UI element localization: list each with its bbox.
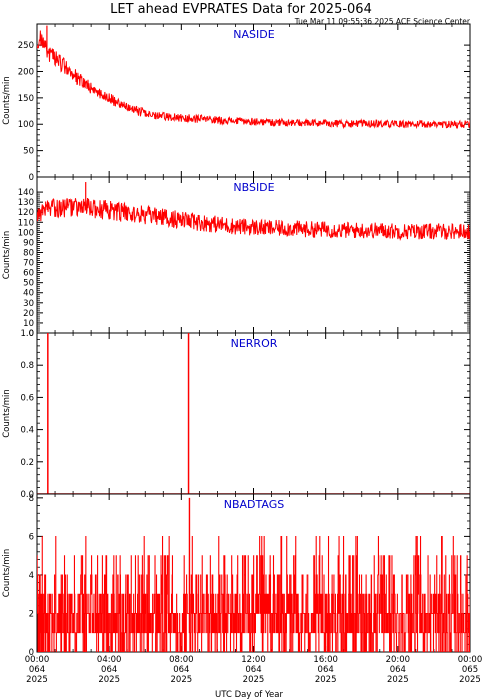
y-tick-label: 0.0 xyxy=(20,490,34,500)
y-axis-label: Counts/min xyxy=(2,549,12,598)
chart-title: LET ahead EVPRATES Data for 2025-064 xyxy=(110,2,372,17)
panel-label: NBADTAGS xyxy=(224,498,284,511)
y-tick-label: 8 xyxy=(29,494,34,504)
x-tick-label-line: 065 xyxy=(462,665,478,675)
y-tick-label: 50 xyxy=(23,147,34,157)
series-nerror xyxy=(37,333,470,494)
x-tick-label-line: 2025 xyxy=(315,675,337,685)
x-tick-label-line: 00:00 xyxy=(458,655,482,665)
series-line xyxy=(37,535,470,652)
y-tick-label: 0.6 xyxy=(20,393,34,403)
y-tick-label: 100 xyxy=(18,120,34,130)
y-tick-label: 6 xyxy=(29,532,34,542)
y-tick-label: 20 xyxy=(23,309,34,319)
y-tick-label: 40 xyxy=(23,289,34,299)
y-tick-label: 0.2 xyxy=(20,458,34,468)
panel-nbside: 0102030405060708090100110120130140Counts… xyxy=(2,176,471,339)
y-tick-label: 130 xyxy=(18,198,34,208)
panel-label: NASIDE xyxy=(233,28,274,41)
series-nbadtags xyxy=(37,497,470,652)
x-tick-label-line: 064 xyxy=(101,665,117,675)
panel-frame xyxy=(36,23,471,178)
y-tick-label: 80 xyxy=(23,248,34,258)
x-axis-label: UTC Day of Year xyxy=(215,690,283,700)
series-line xyxy=(37,198,470,242)
panel-frame xyxy=(36,176,471,334)
y-tick-label: 200 xyxy=(18,67,34,77)
y-tick-label: 70 xyxy=(23,259,34,269)
x-tick-label-line: 20:00 xyxy=(386,655,411,665)
x-tick-label-line: 2025 xyxy=(387,675,409,685)
y-tick-label: 90 xyxy=(23,238,34,248)
x-tick-label-line: 2025 xyxy=(98,675,120,685)
panel-label: NBSIDE xyxy=(233,181,274,194)
x-tick-label-line: 064 xyxy=(173,665,189,675)
y-tick-label: 0.8 xyxy=(20,361,34,371)
y-tick-label: 2 xyxy=(29,609,34,619)
panel-naside: 0 50 100 150 200 250 Counts/min NASIDE xyxy=(2,23,471,183)
timestamp: Tue Mar 11 09:55:36 2025 ACE Science Cen… xyxy=(294,17,471,26)
y-tick-label: 1.0 xyxy=(20,329,34,339)
y-tick-label: 150 xyxy=(18,94,34,104)
y-tick-label: 60 xyxy=(23,269,34,279)
series-naside xyxy=(37,25,470,130)
y-axis-label: Counts/min xyxy=(2,231,12,280)
y-axis-label: Counts/min xyxy=(2,389,12,438)
y-tick-label: 4 xyxy=(29,571,34,581)
x-tick-label-line: 064 xyxy=(318,665,334,675)
y-tick-label: 250 xyxy=(18,41,34,51)
x-tick-label-line: 064 xyxy=(390,665,406,675)
x-tick-label-line: 12:00 xyxy=(241,655,266,665)
panel-label: NERROR xyxy=(231,337,278,350)
y-tick-label: 110 xyxy=(18,218,34,228)
y-tick-label: 0 xyxy=(29,173,34,183)
panel-nbadtags: 0 2 4 6 8 Counts/min NBADTAGS xyxy=(2,493,471,658)
x-tick-label-line: 2025 xyxy=(459,675,481,685)
x-tick-label-line: 2025 xyxy=(171,675,193,685)
y-tick-label: 140 xyxy=(18,188,34,198)
y-tick-label: 10 xyxy=(23,319,34,329)
x-tick-label-line: 00:00 xyxy=(25,655,50,665)
x-tick-label-line: 064 xyxy=(29,665,45,675)
x-tick-label-line: 2025 xyxy=(26,675,48,685)
x-tick-label-line: 08:00 xyxy=(169,655,194,665)
y-tick-label: 30 xyxy=(23,299,34,309)
y-tick-label: 0 xyxy=(29,648,34,658)
x-tick-label-line: 16:00 xyxy=(313,655,338,665)
series-line xyxy=(37,30,470,130)
x-tick-label-line: 064 xyxy=(245,665,261,675)
y-axis-label: Counts/min xyxy=(2,76,12,125)
panel-nerror: 0.0 0.2 0.4 0.6 0.8 1.0 Counts/min NERROR xyxy=(2,329,471,500)
panel-frame xyxy=(36,332,471,495)
x-tick-label-line: 2025 xyxy=(243,675,265,685)
x-tick-label-line: 04:00 xyxy=(97,655,122,665)
y-tick-label: 0 xyxy=(29,329,34,339)
y-tick-label: 100 xyxy=(18,228,34,238)
y-tick-label: 120 xyxy=(18,208,34,218)
y-tick-label: 50 xyxy=(23,279,34,289)
y-tick-label: 0.4 xyxy=(20,426,34,436)
series-nbside xyxy=(37,182,470,242)
